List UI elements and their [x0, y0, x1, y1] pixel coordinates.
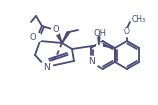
Polygon shape [62, 32, 70, 43]
Text: O: O [52, 25, 59, 34]
Text: OH: OH [93, 28, 106, 37]
Polygon shape [98, 37, 100, 45]
Text: O: O [29, 33, 36, 43]
Text: N: N [44, 64, 50, 72]
Text: O: O [124, 26, 130, 35]
Text: N: N [88, 58, 94, 66]
Polygon shape [53, 30, 62, 43]
Text: CH₃: CH₃ [132, 14, 146, 24]
